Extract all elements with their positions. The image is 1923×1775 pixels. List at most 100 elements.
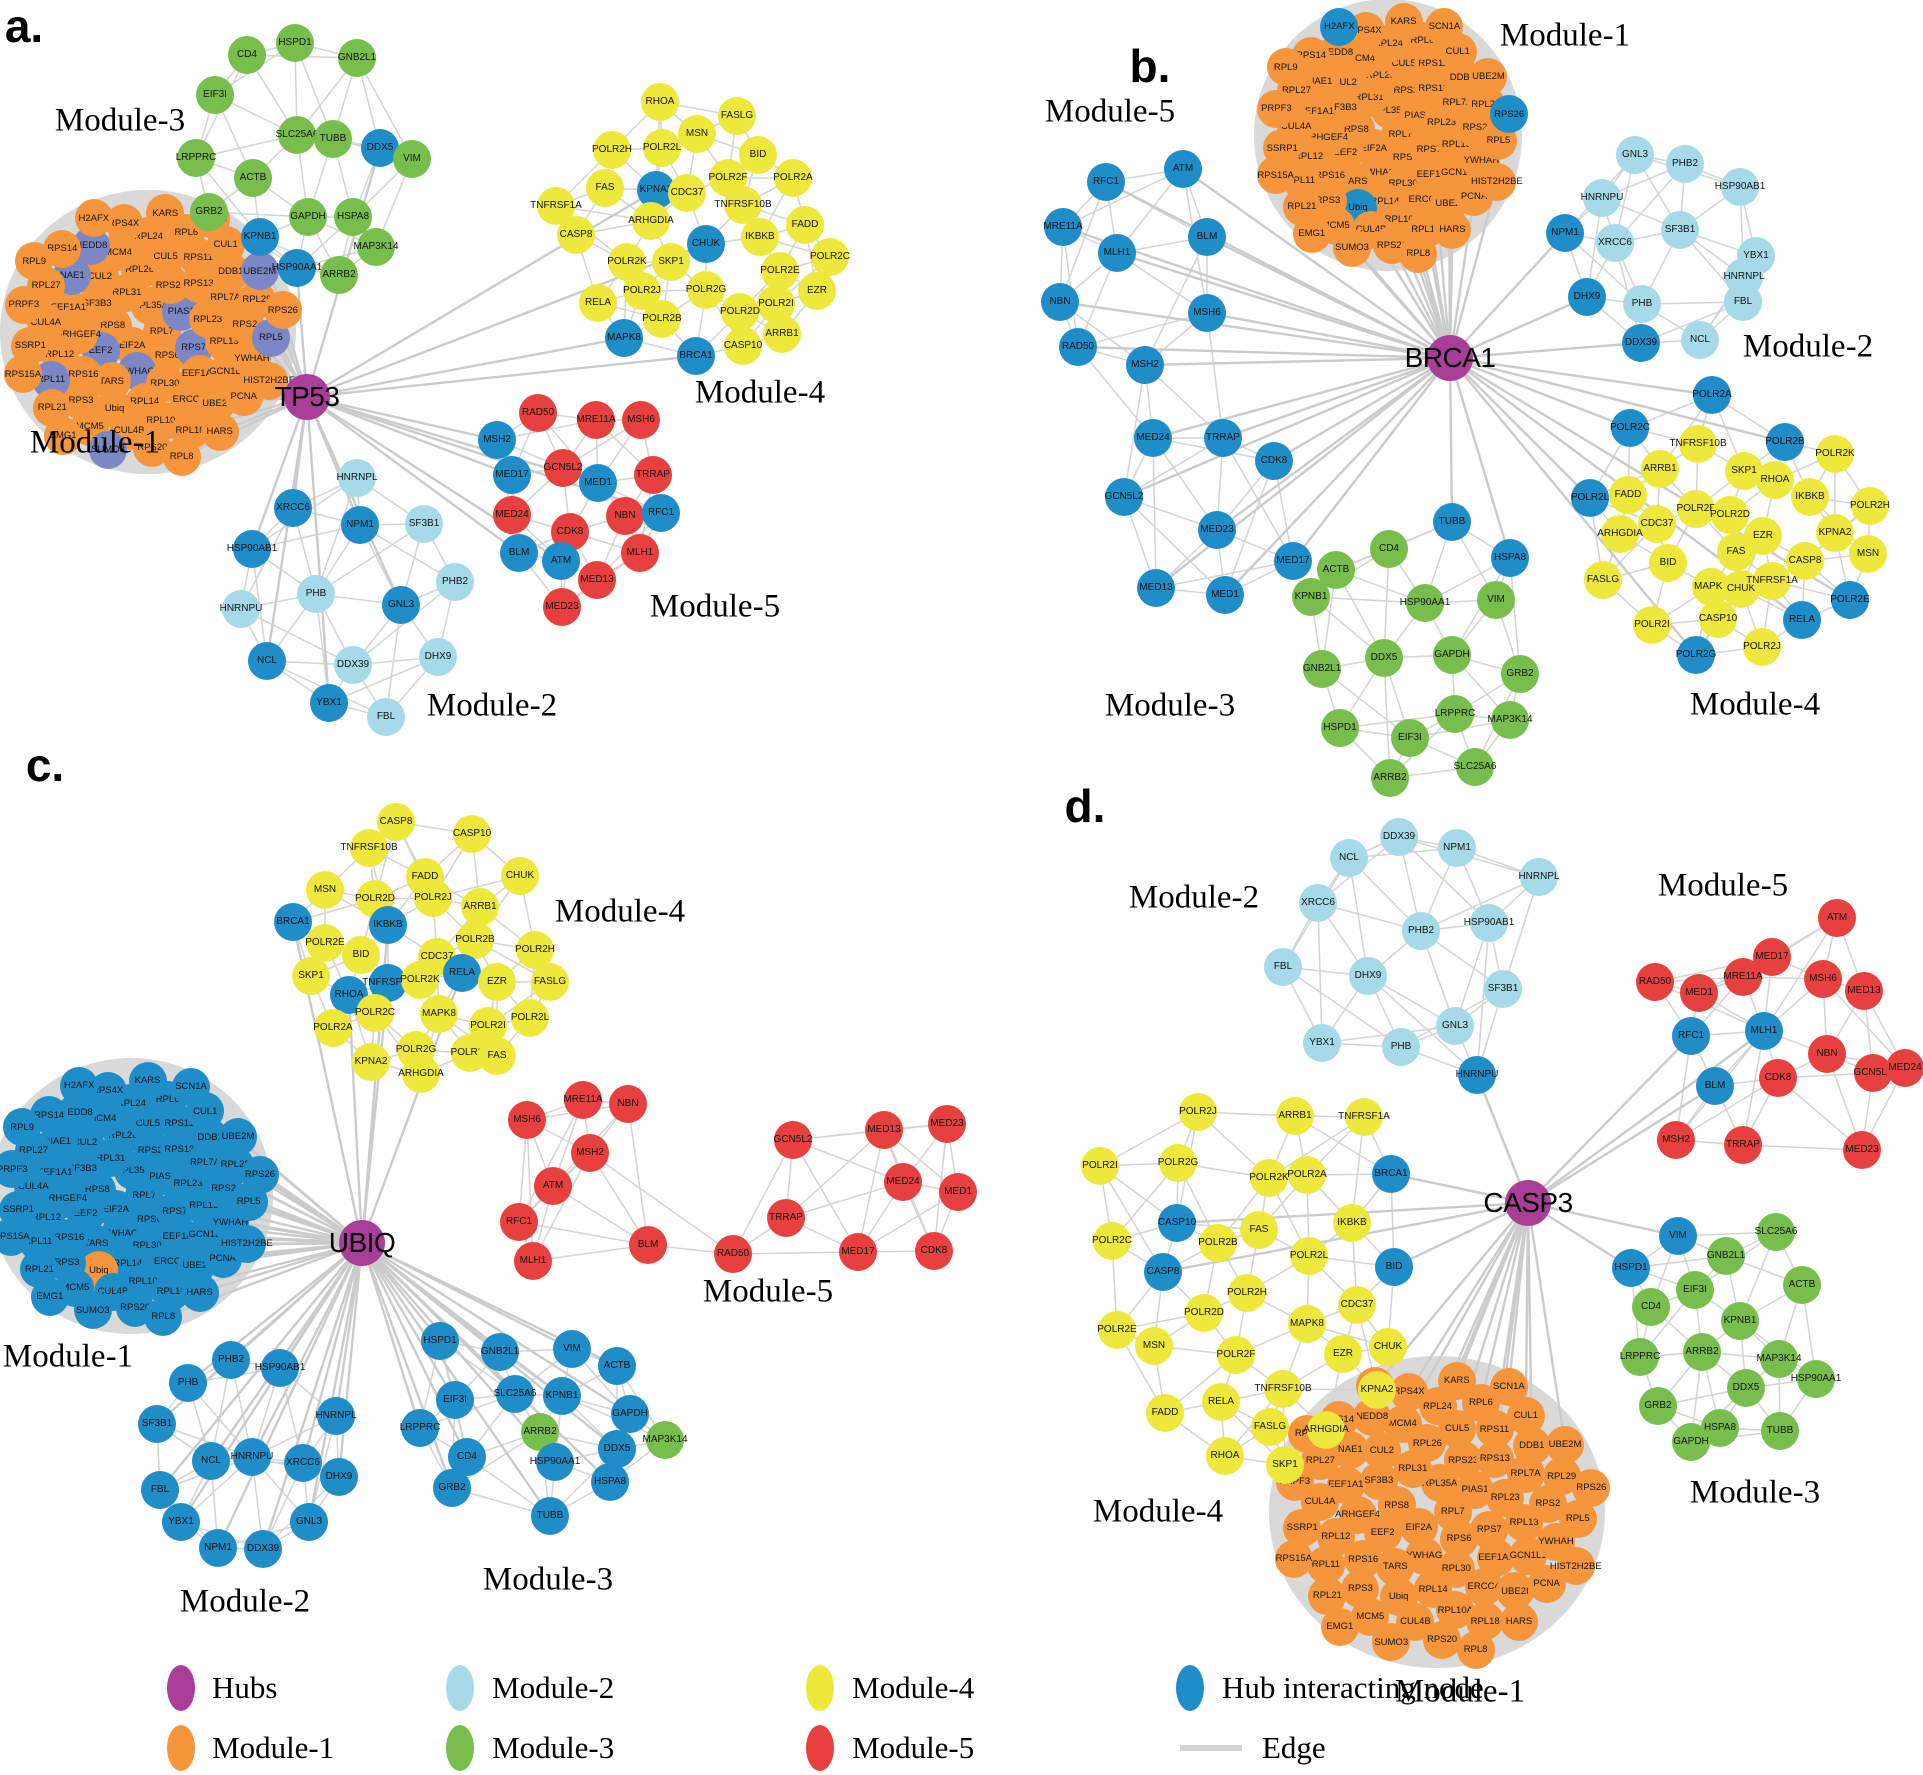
node-XRCC6[interactable]: XRCC6 xyxy=(274,489,312,527)
node-MAPK8[interactable]: MAPK8 xyxy=(420,995,458,1033)
node-MLH1[interactable]: MLH1 xyxy=(1745,1012,1783,1050)
node-RPL9[interactable]: RPL9 xyxy=(1266,48,1305,87)
hub-node-CASP3[interactable]: CASP3 xyxy=(1483,1180,1573,1226)
node-PHB2[interactable]: PHB2 xyxy=(436,563,474,601)
node-POLR2C[interactable]: POLR2C xyxy=(1092,1222,1132,1260)
node-MED17[interactable]: MED17 xyxy=(493,456,531,494)
node-NCL[interactable]: NCL xyxy=(1681,321,1719,359)
node-SKP1[interactable]: SKP1 xyxy=(292,957,330,995)
node-FAS[interactable]: FAS xyxy=(1717,533,1755,571)
node-GCN5L2[interactable]: GCN5L2 xyxy=(774,1121,812,1159)
node-TNFRSF10B[interactable]: TNFRSF10B xyxy=(1669,425,1727,463)
node-ACTB[interactable]: ACTB xyxy=(1783,1266,1821,1304)
node-KPNA2[interactable]: KPNA2 xyxy=(1358,1371,1396,1409)
node-POLR2L[interactable]: POLR2L xyxy=(1571,479,1609,517)
node-MSN[interactable]: MSN xyxy=(1135,1327,1173,1365)
node-DDX39[interactable]: DDX39 xyxy=(334,646,372,684)
node-MED1[interactable]: MED1 xyxy=(1206,576,1244,614)
node-HNRNPU[interactable]: HNRNPU xyxy=(220,590,262,628)
node-DDX5[interactable]: DDX5 xyxy=(1727,1369,1765,1407)
node-ATM[interactable]: ATM xyxy=(542,542,580,580)
node-BID[interactable]: BID xyxy=(1375,1248,1413,1286)
node-TNFRSF10B[interactable]: TNFRSF10B xyxy=(1254,1370,1312,1408)
node-ARRB2[interactable]: ARRB2 xyxy=(320,256,358,294)
node-NPM1[interactable]: NPM1 xyxy=(1438,829,1476,867)
node-LRPPRC[interactable]: LRPPRC xyxy=(176,139,216,177)
node-POLR2B[interactable]: POLR2B xyxy=(642,300,682,338)
node-DDX39[interactable]: DDX39 xyxy=(244,1530,282,1568)
node-POLR2J[interactable]: POLR2J xyxy=(1743,628,1781,666)
node-VIM[interactable]: VIM xyxy=(1659,1217,1697,1255)
node-TUBB[interactable]: TUBB xyxy=(314,120,352,158)
node-POLR2K[interactable]: POLR2K xyxy=(400,961,440,999)
node-POLR2G[interactable]: POLR2G xyxy=(1676,636,1716,674)
node-DDX39[interactable]: DDX39 xyxy=(1622,324,1660,362)
node-GNL3[interactable]: GNL3 xyxy=(1436,1007,1474,1045)
node-CDC37[interactable]: CDC37 xyxy=(668,174,706,212)
node-POLR2H[interactable]: POLR2H xyxy=(592,131,632,169)
node-TUBB[interactable]: TUBB xyxy=(1433,503,1471,541)
node-RELA[interactable]: RELA xyxy=(443,954,481,992)
node-FBL[interactable]: FBL xyxy=(367,698,405,736)
node-KARS[interactable]: KARS xyxy=(128,1061,167,1100)
node-POLR2C[interactable]: POLR2C xyxy=(355,994,395,1032)
node-EIF3I[interactable]: EIF3I xyxy=(1391,719,1429,757)
node-CDK8[interactable]: CDK8 xyxy=(1759,1059,1797,1097)
node-DDX39[interactable]: DDX39 xyxy=(1380,818,1418,856)
node-KPNB1[interactable]: KPNB1 xyxy=(1292,578,1330,616)
node-FASLG[interactable]: FASLG xyxy=(531,963,569,1001)
node-TNFRSF10B[interactable]: TNFRSF10B xyxy=(340,829,398,867)
node-FADD[interactable]: FADD xyxy=(786,206,824,244)
node-MED1[interactable]: MED1 xyxy=(939,1173,977,1211)
node-MSH2[interactable]: MSH2 xyxy=(571,1134,609,1172)
node-BLM[interactable]: BLM xyxy=(629,1226,667,1264)
node-FADD[interactable]: FADD xyxy=(1146,1394,1184,1432)
node-MED1[interactable]: MED1 xyxy=(579,464,617,502)
node-FAS[interactable]: FAS xyxy=(586,169,624,207)
node-NPM1[interactable]: NPM1 xyxy=(341,506,379,544)
node-DDX5[interactable]: DDX5 xyxy=(598,1430,636,1468)
node-MSH6[interactable]: MSH6 xyxy=(622,401,660,439)
node-SLC25A6[interactable]: SLC25A6 xyxy=(276,116,318,154)
node-GAPDH[interactable]: GAPDH xyxy=(1433,636,1471,674)
node-RFC1[interactable]: RFC1 xyxy=(642,494,680,532)
node-CDK8[interactable]: CDK8 xyxy=(1255,442,1293,480)
node-RPL8[interactable]: RPL8 xyxy=(144,1297,183,1336)
node-GAPDH[interactable]: GAPDH xyxy=(289,198,327,236)
node-IKBKB[interactable]: IKBKB xyxy=(1333,1204,1371,1242)
node-POLR2C[interactable]: POLR2C xyxy=(810,238,850,276)
node-YBX1[interactable]: YBX1 xyxy=(1303,1024,1341,1062)
node-H2AFX[interactable]: H2AFX xyxy=(74,199,113,238)
node-ATM[interactable]: ATM xyxy=(534,1167,572,1205)
node-CD4[interactable]: CD4 xyxy=(228,36,266,74)
node-MED24[interactable]: MED24 xyxy=(884,1163,922,1201)
node-CD4[interactable]: CD4 xyxy=(1632,1288,1670,1326)
node-MRE11A[interactable]: MRE11A xyxy=(1043,208,1083,246)
node-IKBKB[interactable]: IKBKB xyxy=(1791,478,1829,516)
node-KARS[interactable]: KARS xyxy=(1437,1361,1476,1400)
node-RPS26[interactable]: RPS26 xyxy=(240,1156,279,1195)
node-HIST2H2BE[interactable]: HIST2H2BE xyxy=(221,1224,273,1263)
node-MSH2[interactable]: MSH2 xyxy=(478,421,516,459)
node-POLR2A[interactable]: POLR2A xyxy=(773,159,813,197)
node-GNL3[interactable]: GNL3 xyxy=(382,586,420,624)
node-EMG1[interactable]: EMG1 xyxy=(1292,215,1331,254)
node-RAD50[interactable]: RAD50 xyxy=(1059,328,1097,366)
node-MED24[interactable]: MED24 xyxy=(493,496,531,534)
node-DHX9[interactable]: DHX9 xyxy=(1349,957,1387,995)
node-RHOA[interactable]: RHOA xyxy=(1206,1437,1244,1475)
node-POLR2K[interactable]: POLR2K xyxy=(1815,435,1855,473)
node-ARHGDIA[interactable]: ARHGDIA xyxy=(1303,1411,1349,1449)
node-GRB2[interactable]: GRB2 xyxy=(433,1469,471,1507)
node-KPNB1[interactable]: KPNB1 xyxy=(1721,1302,1759,1340)
node-CASP8[interactable]: CASP8 xyxy=(1144,1253,1182,1291)
node-GRB2[interactable]: GRB2 xyxy=(1639,1387,1677,1425)
node-MSN[interactable]: MSN xyxy=(306,871,344,909)
node-SF3B1[interactable]: SF3B1 xyxy=(405,505,443,543)
node-PHB2[interactable]: PHB2 xyxy=(212,1341,250,1379)
node-H2AFX[interactable]: H2AFX xyxy=(1320,7,1359,46)
node-MLH1[interactable]: MLH1 xyxy=(1098,234,1136,272)
node-FBL[interactable]: FBL xyxy=(1264,948,1302,986)
node-HNRNPU[interactable]: HNRNPU xyxy=(1581,179,1623,217)
node-SLC25A6[interactable]: SLC25A6 xyxy=(1454,748,1496,786)
